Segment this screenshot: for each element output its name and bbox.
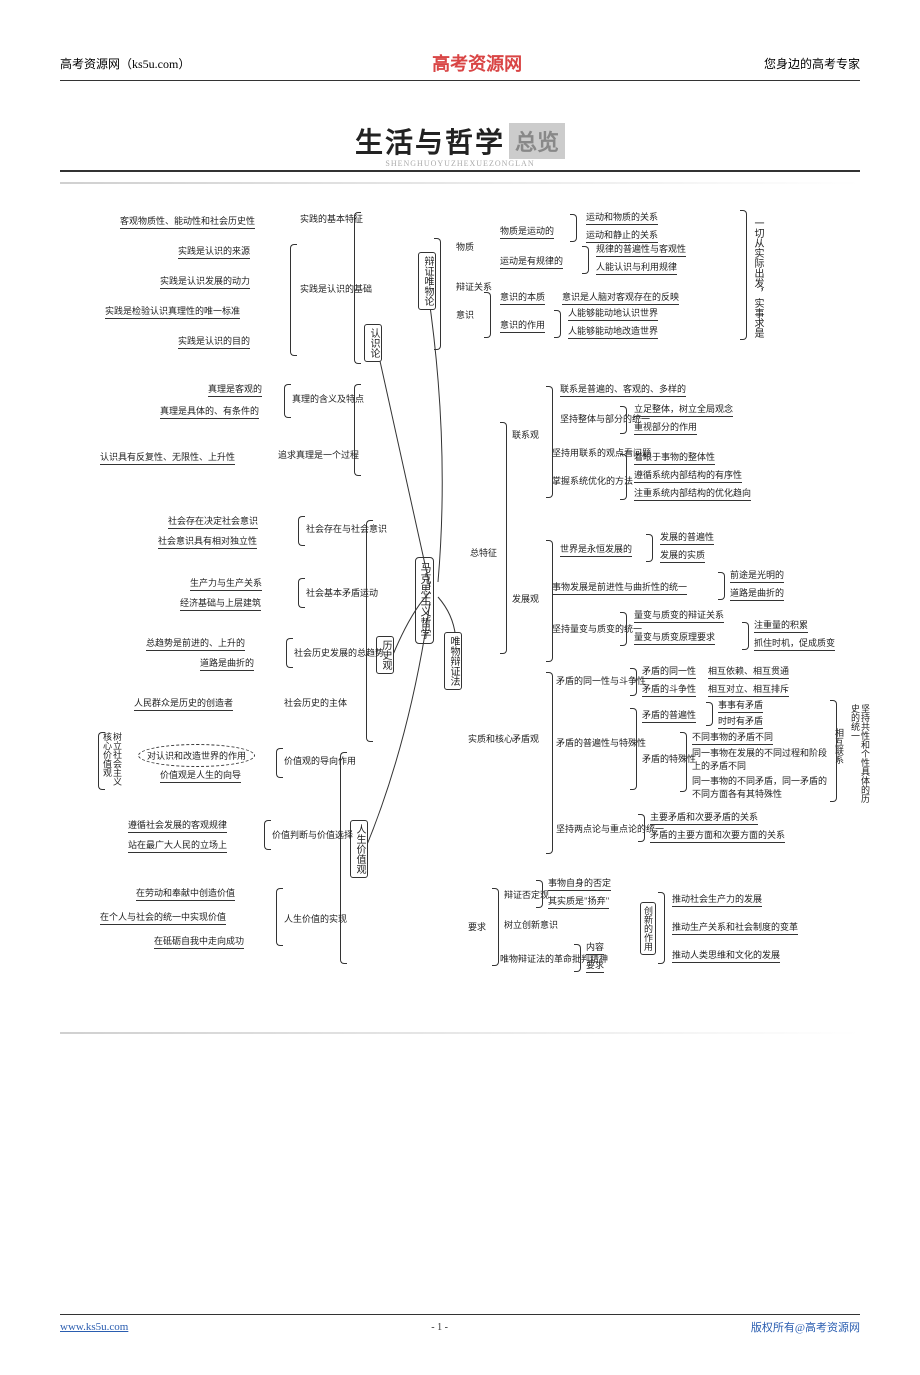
branch-rensheng-jiazhiguan: 人生价值观 <box>350 820 368 878</box>
branch-renshilun: 认识论 <box>364 324 382 362</box>
title-pinyin: SHENGHUOYUZHEXUEZONGLAN <box>60 159 860 168</box>
root-node: 马克思主义哲学 <box>415 557 434 644</box>
mind-map: 马克思主义哲学 辩证唯物论 物质 物质是运动的 运动和物质的关系 运动和静止的关… <box>60 192 860 1012</box>
footer-left: www.ks5u.com <box>60 1321 128 1333</box>
header-right: 您身边的高考专家 <box>764 55 860 72</box>
title-block: 生活与哲学总览 SHENGHUOYUZHEXUEZONGLAN <box>60 121 860 172</box>
header-left: 高考资源网（ks5u.com） <box>60 55 190 72</box>
page-header: 高考资源网（ks5u.com） 高考资源网 您身边的高考专家 <box>60 50 860 81</box>
title-main: 生活与哲学 <box>355 121 505 161</box>
branch-weiwu-bianzhengfa: 唯物辩证法 <box>444 632 462 690</box>
wuzhi: 物质 <box>456 240 474 253</box>
footer-right: 版权所有@高考资源网 <box>751 1319 860 1335</box>
page-number: - 1 - <box>431 1322 448 1333</box>
page-footer: www.ks5u.com - 1 - 版权所有@高考资源网 <box>60 1314 860 1335</box>
wuzhi-yundong: 物质是运动的 <box>500 224 554 239</box>
title-sub: 总览 <box>509 123 565 159</box>
header-center: 高考资源网 <box>432 50 522 76</box>
